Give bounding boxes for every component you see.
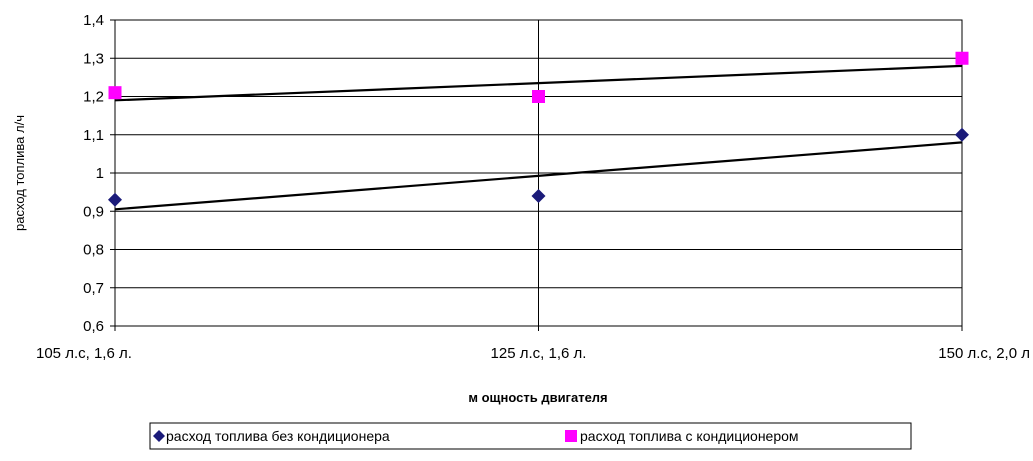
y-tick-label: 1,4: [83, 12, 104, 29]
legend-marker-square: [565, 430, 577, 442]
y-tick-label: 0,9: [83, 203, 104, 220]
point-square: [532, 90, 545, 103]
x-tick-label: 105 л.с, 1,6 л.: [36, 345, 132, 362]
y-tick-label: 0,8: [83, 242, 104, 259]
trendline-series-0: [114, 141, 963, 211]
trendlines: [114, 64, 963, 211]
axes: [110, 19, 963, 331]
y-axis-title: расход топлива л/ч: [12, 115, 27, 231]
legend-label-with-ac: расход топлива с кондиционером: [580, 428, 799, 444]
y-tick-label: 1,3: [83, 50, 104, 67]
y-tick-label: 0,7: [83, 280, 104, 297]
gridlines: [114, 19, 963, 327]
x-tick-label: 125 л.с, 1,6 л.: [491, 345, 587, 362]
point-square: [108, 86, 122, 100]
legend-label-without-ac: расход топлива без кондиционера: [166, 428, 390, 444]
point-diamond: [108, 192, 122, 207]
legend-marker-diamond: [153, 430, 165, 442]
y-tick-label: 1,1: [83, 127, 104, 144]
x-tick-labels: 105 л.с, 1,6 л. 125 л.с, 1,6 л. 150 л.с, 2…: [36, 345, 1030, 362]
y-tick-label: 1: [96, 165, 104, 182]
x-tick-label: 150 л.с, 2,0 л: [938, 345, 1030, 362]
point-diamond: [531, 188, 546, 203]
trendline-series-1: [114, 64, 963, 102]
point-square: [955, 51, 969, 65]
y-tick-label: 1,2: [83, 89, 104, 106]
plot-area-border: [114, 19, 963, 327]
y-tick-label: 0,6: [83, 318, 104, 335]
point-diamond: [955, 127, 969, 142]
data-points: [108, 51, 969, 207]
legend: расход топлива без кондиционера расход т…: [149, 422, 912, 450]
y-tick-labels: 0,6 0,7 0,8 0,9 1 1,1 1,2 1,3 1,4: [83, 12, 104, 335]
x-axis-title: м ощность двигателя: [468, 390, 607, 405]
legend-box: [149, 422, 912, 450]
